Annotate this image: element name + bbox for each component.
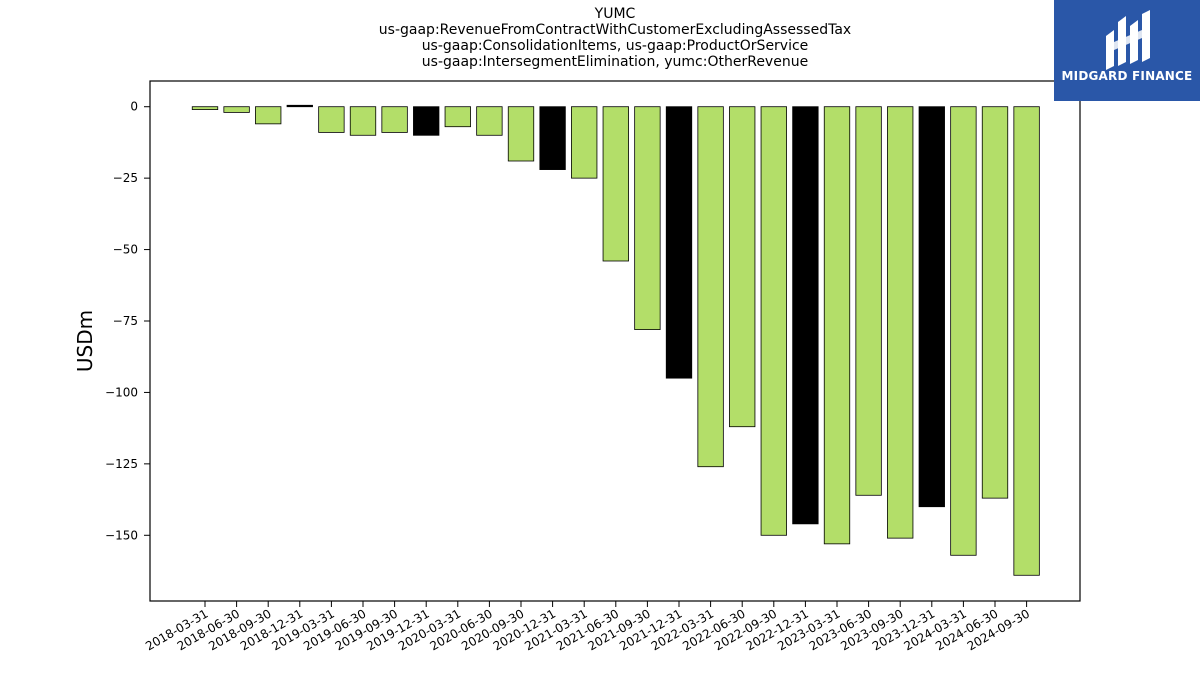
- bar-2020-03-31: [444, 106, 471, 128]
- bar-2019-03-31: [318, 106, 345, 133]
- bar-2018-06-30: [223, 106, 250, 113]
- bar-2019-06-30: [349, 106, 377, 136]
- bar-2024-06-30: [981, 106, 1009, 499]
- bar-2020-09-30: [507, 106, 535, 162]
- bar-2023-03-31: [823, 106, 851, 545]
- logo-mark-icon: [1106, 10, 1150, 70]
- bar-2021-06-30: [602, 106, 629, 262]
- title-line-4: us-gaap:IntersegmentElimination, yumc:Ot…: [421, 54, 809, 70]
- bar-2019-09-30: [381, 106, 408, 133]
- bar-2020-06-30: [476, 106, 503, 136]
- logo-text: MIDGARD FINANCE: [1061, 69, 1193, 83]
- chart-title: YUMC us-gaap:RevenueFromContractWithCust…: [150, 6, 1080, 70]
- bar-2024-03-31: [950, 106, 977, 556]
- y-tick-label: −150: [105, 528, 138, 542]
- bar-2021-03-31: [571, 106, 598, 179]
- x-axis: 2018-03-312018-06-302018-09-302018-12-31…: [143, 601, 1032, 653]
- plot-frame: [149, 80, 1081, 602]
- bar-2021-12-31: [665, 106, 693, 379]
- title-line-2: us-gaap:RevenueFromContractWithCustomerE…: [378, 22, 852, 38]
- bar-2023-09-30: [887, 106, 914, 539]
- y-tick-label: −25: [113, 171, 138, 185]
- bar-2018-09-30: [255, 106, 282, 125]
- y-tick-label: −125: [105, 457, 138, 471]
- bar-2023-12-31: [918, 106, 945, 508]
- y-tick-label: −75: [113, 314, 138, 328]
- bar-2024-09-30: [1013, 106, 1040, 576]
- bar-2022-06-30: [729, 106, 756, 428]
- bar-2018-03-31: [191, 106, 219, 110]
- bar-2019-12-31: [413, 106, 440, 136]
- y-axis: 0 −25 −50 −75 −100 −125 −150: [105, 100, 150, 542]
- title-line-3: us-gaap:ConsolidationItems, us-gaap:Prod…: [421, 38, 809, 54]
- y-tick-label: −100: [105, 385, 138, 399]
- bar-2022-12-31: [792, 106, 819, 525]
- bar-2022-09-30: [760, 106, 787, 536]
- bar-2021-09-30: [634, 106, 661, 330]
- y-axis-label: USDm: [73, 310, 97, 372]
- y-tick-label: 0: [130, 100, 138, 114]
- title-line-1: YUMC: [594, 6, 636, 22]
- bar-2020-12-31: [539, 106, 566, 170]
- bar-2018-12-31: [286, 104, 313, 108]
- midgard-finance-logo: MIDGARD FINANCE: [1054, 0, 1200, 101]
- bar-2022-03-31: [697, 106, 724, 468]
- y-tick-label: −50: [113, 243, 138, 257]
- bar-2023-06-30: [855, 106, 882, 496]
- bars-group: [191, 104, 1040, 576]
